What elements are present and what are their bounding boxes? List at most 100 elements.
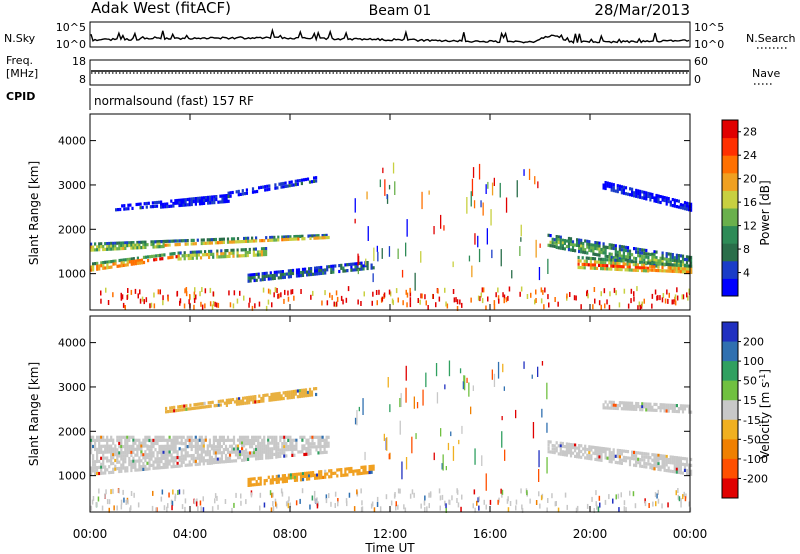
echo-cell	[156, 457, 159, 461]
echo-cell	[150, 442, 153, 446]
echo-cell	[208, 444, 211, 448]
echo-cell	[477, 295, 480, 301]
echo-cell	[557, 452, 560, 456]
echo-cell	[153, 303, 156, 309]
echo-cell	[323, 447, 326, 451]
echo-cell	[311, 445, 314, 449]
echo-cell	[320, 271, 323, 275]
echo-cell	[285, 441, 288, 446]
echo-cell	[164, 465, 167, 469]
echo-cell	[366, 266, 369, 271]
echo-cell	[191, 250, 194, 254]
echo-cell	[673, 201, 676, 205]
echo-cell	[616, 253, 619, 257]
echo-cell	[96, 453, 99, 458]
echo-cell	[593, 287, 596, 292]
echo-cell	[200, 459, 203, 463]
echo-cell	[281, 275, 284, 280]
echo-cell	[273, 452, 276, 456]
echo-cell	[172, 239, 175, 243]
echo-cell	[624, 186, 628, 190]
echo-cell	[210, 241, 213, 245]
echo-cell	[321, 438, 324, 442]
echo-cell	[356, 472, 359, 476]
echo-cell	[603, 288, 606, 294]
echo-cell	[477, 497, 479, 503]
echo-cell	[427, 305, 429, 310]
echo-cell	[246, 250, 249, 255]
echo-cell	[154, 457, 157, 461]
echo-cell	[275, 447, 278, 451]
echo-cell	[192, 197, 195, 201]
echo-cell	[308, 180, 312, 184]
echo-cell	[228, 240, 232, 244]
echo-cell	[537, 366, 539, 377]
echo-cell	[249, 276, 252, 280]
echo-cell	[580, 250, 583, 254]
echo-cell	[251, 305, 254, 311]
echo-cell	[184, 203, 187, 207]
echo-cell	[472, 167, 475, 178]
echo-cell	[130, 453, 133, 457]
echo-cell	[120, 244, 123, 248]
echo-cell	[172, 456, 175, 460]
echo-cell	[178, 447, 181, 451]
echo-cell	[405, 387, 407, 403]
echo-cell	[216, 442, 219, 446]
echo-cell	[110, 459, 113, 463]
echo-cell	[255, 454, 258, 458]
echo-cell	[634, 268, 637, 272]
echo-cell	[647, 269, 650, 273]
echo-cell	[236, 456, 240, 460]
power-echo-cells	[90, 162, 693, 311]
echo-cell	[168, 462, 171, 466]
echo-cell	[317, 236, 320, 240]
echo-cell	[140, 240, 143, 244]
echo-cell	[593, 508, 595, 513]
echo-cell	[90, 248, 93, 252]
echo-cell	[155, 507, 157, 513]
echo-cell	[616, 267, 619, 271]
echo-cell	[626, 192, 630, 196]
echo-cell	[236, 447, 240, 451]
echo-cell	[565, 442, 568, 446]
echo-cell	[90, 469, 93, 473]
echo-cell	[635, 191, 638, 195]
echo-cell	[371, 501, 374, 507]
echo-cell	[354, 218, 356, 224]
echo-cell	[471, 265, 473, 278]
echo-cell	[370, 503, 373, 509]
echo-cell	[219, 403, 222, 407]
echo-cell	[298, 179, 301, 183]
echo-cell	[100, 435, 103, 439]
echo-cell	[212, 435, 215, 439]
echo-cell	[180, 435, 183, 439]
echo-cell	[170, 447, 173, 451]
echo-cell	[190, 454, 193, 458]
echo-cell	[372, 467, 375, 471]
echo-cell	[112, 467, 115, 471]
echo-cell	[529, 498, 531, 504]
echo-cell	[655, 456, 658, 460]
echo-cell	[228, 453, 232, 457]
echo-cell	[636, 286, 638, 292]
echo-cell	[301, 475, 305, 479]
echo-cell	[100, 465, 103, 469]
echo-cell	[604, 406, 607, 410]
echo-cell	[198, 202, 202, 206]
echo-cell	[323, 450, 326, 454]
echo-cell	[637, 254, 640, 258]
echo-cell	[232, 459, 236, 463]
echo-cell	[102, 444, 105, 448]
echo-cell	[216, 448, 219, 452]
echo-cell	[372, 464, 375, 468]
echo-cell	[249, 454, 252, 458]
echo-cell	[393, 493, 396, 499]
echo-cell	[461, 494, 463, 500]
echo-cell	[308, 273, 311, 277]
echo-cell	[128, 257, 131, 261]
echo-cell	[314, 269, 317, 273]
echo-cell	[208, 461, 211, 465]
colorbar-tick-label: -100	[743, 453, 768, 466]
echo-cell	[309, 504, 311, 510]
